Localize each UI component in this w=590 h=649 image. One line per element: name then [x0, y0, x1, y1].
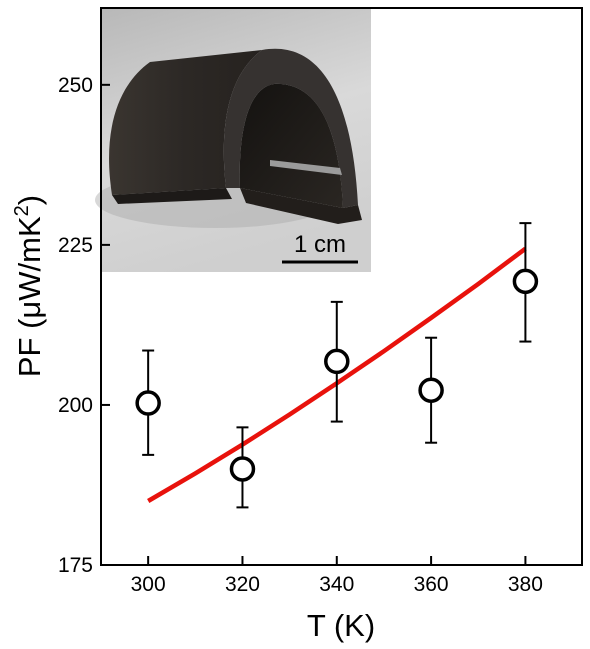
y-tick-label: 200	[58, 394, 93, 417]
axes: 300 320 340 360 380 175 200 225 250	[58, 74, 543, 596]
data-point	[512, 268, 539, 295]
x-tick-label: 320	[225, 573, 260, 596]
data-point	[324, 348, 350, 375]
scale-bar-label: 1 cm	[294, 231, 346, 258]
x-tick-label: 340	[319, 573, 354, 596]
x-tick-label: 380	[508, 573, 543, 596]
x-tick-label: 300	[131, 573, 166, 596]
y-tick-label: 175	[58, 554, 93, 577]
plot-frame	[100, 7, 583, 566]
data-points-series	[135, 222, 539, 509]
y-axis-label: PF (μW/mK2)	[11, 195, 47, 377]
data-point	[135, 390, 161, 416]
y-tick-label: 250	[58, 74, 93, 97]
inset-photo: 1 cm	[95, 8, 371, 272]
data-point	[229, 456, 256, 482]
y-tick-label: 225	[58, 234, 93, 257]
x-tick-label: 360	[414, 573, 449, 596]
x-axis-label: T (K)	[307, 608, 375, 643]
data-point	[418, 377, 444, 403]
